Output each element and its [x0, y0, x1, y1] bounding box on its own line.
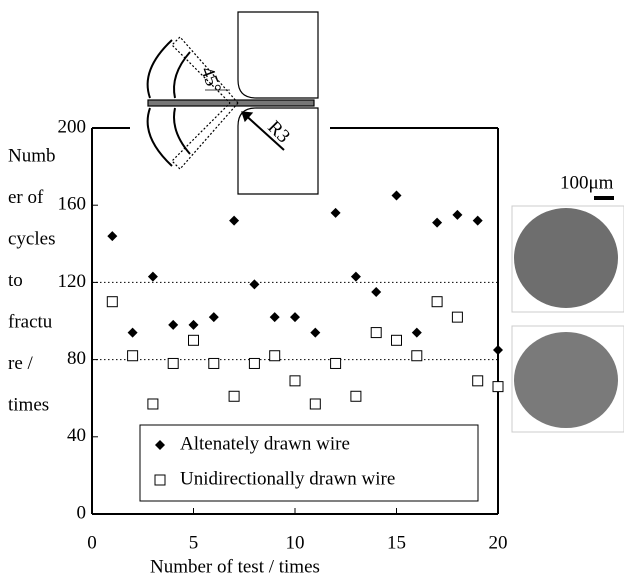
point: [412, 351, 422, 361]
x-tick-label: 5: [189, 532, 199, 553]
point: [351, 272, 361, 282]
y-tick-label: 80: [67, 348, 86, 369]
point: [392, 335, 402, 345]
chart: 45° R3 100μm Number of test / times 0510…: [0, 0, 624, 582]
point: [270, 351, 280, 361]
y-axis-title: fractu: [8, 311, 53, 332]
scale-label: 100μm: [560, 172, 614, 193]
point: [310, 399, 320, 409]
x-tick-label: 0: [87, 532, 97, 553]
point: [290, 312, 300, 322]
y-tick-label: 160: [58, 194, 87, 215]
legend-marker: [155, 475, 165, 485]
point: [189, 320, 199, 330]
point: [331, 358, 341, 368]
point: [229, 391, 239, 401]
x-tick-label: 20: [489, 532, 508, 553]
y-axis-title: er of: [8, 187, 44, 208]
angle-label: 45°: [196, 64, 225, 96]
y-tick-label: 40: [67, 425, 86, 446]
y-tick-label: 0: [77, 502, 87, 523]
point: [168, 358, 178, 368]
point: [229, 216, 239, 226]
point: [452, 312, 462, 322]
legend-label: Unidirectionally drawn wire: [180, 468, 395, 489]
point: [392, 191, 402, 201]
point: [128, 351, 138, 361]
point: [310, 328, 320, 338]
point: [249, 279, 259, 289]
point: [371, 287, 381, 297]
point: [107, 297, 117, 307]
y-tick-label: 200: [58, 116, 87, 137]
x-tick-label: 10: [286, 532, 305, 553]
point: [128, 328, 138, 338]
point: [148, 272, 158, 282]
point: [432, 297, 442, 307]
point: [432, 218, 442, 228]
point: [473, 376, 483, 386]
point: [371, 328, 381, 338]
point: [412, 328, 422, 338]
point: [189, 335, 199, 345]
point: [473, 216, 483, 226]
point: [107, 231, 117, 241]
point: [249, 358, 259, 368]
y-tick-label: 120: [58, 271, 87, 292]
y-axis-title: to: [8, 270, 23, 291]
point: [168, 320, 178, 330]
point: [331, 208, 341, 218]
photos: [512, 198, 624, 432]
point: [452, 210, 462, 220]
point: [209, 358, 219, 368]
point: [209, 312, 219, 322]
legend-label: Altenately drawn wire: [180, 433, 350, 454]
point: [493, 382, 503, 392]
y-axis-title: Numb: [8, 145, 56, 166]
point: [351, 391, 361, 401]
y-axis-title: re /: [8, 353, 34, 374]
x-axis-title: Number of test / times: [150, 556, 320, 577]
die-diagram: [148, 12, 318, 194]
point: [148, 399, 158, 409]
point: [270, 312, 280, 322]
y-axis-title: times: [8, 394, 49, 415]
point: [493, 345, 503, 355]
point: [290, 376, 300, 386]
x-tick-label: 15: [387, 532, 406, 553]
y-axis-title: cycles: [8, 228, 55, 249]
